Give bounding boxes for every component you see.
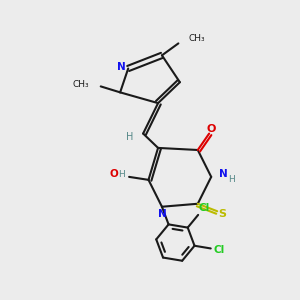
Text: CH₃: CH₃ bbox=[73, 80, 89, 89]
Text: N: N bbox=[158, 209, 166, 219]
Text: H: H bbox=[126, 132, 134, 142]
Text: CH₃: CH₃ bbox=[189, 34, 206, 43]
Text: S: S bbox=[219, 209, 226, 219]
Text: Cl: Cl bbox=[214, 245, 225, 255]
Text: O: O bbox=[109, 169, 118, 179]
Text: N: N bbox=[117, 62, 126, 72]
Text: O: O bbox=[207, 124, 216, 134]
Text: Cl: Cl bbox=[198, 203, 209, 213]
Text: H: H bbox=[228, 175, 235, 184]
Text: N: N bbox=[219, 169, 228, 179]
Text: H: H bbox=[118, 170, 124, 179]
